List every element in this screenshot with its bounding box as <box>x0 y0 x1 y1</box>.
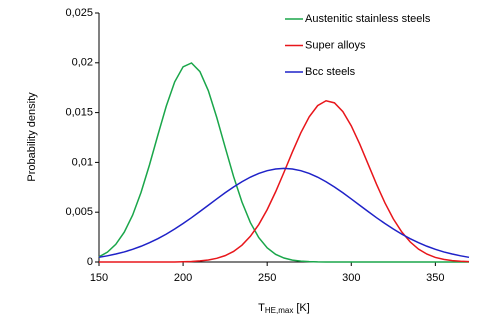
y-tick-label: 0,005 <box>65 206 93 218</box>
y-axis-label: Probability density <box>26 92 38 182</box>
x-label-sub: HE,max <box>265 306 293 315</box>
x-tick-label: 300 <box>342 272 360 284</box>
series-line <box>98 62 469 263</box>
y-tick-label: 0,02 <box>72 57 93 69</box>
series-line <box>99 99 470 263</box>
x-axis-label: THE,max [K] <box>258 302 310 315</box>
legend-label: Austenitic stainless steels <box>305 13 431 25</box>
x-label-main: T <box>258 302 265 314</box>
x-tick-label: 250 <box>258 272 276 284</box>
legend-label: Super alloys <box>305 39 366 51</box>
x-label-unit: [K] <box>296 302 309 314</box>
series-line <box>98 167 470 259</box>
y-tick-label: 0,025 <box>65 7 93 19</box>
legend-label: Bcc steels <box>305 66 356 78</box>
y-tick-label: 0,01 <box>72 156 93 168</box>
x-tick-label: 150 <box>90 272 108 284</box>
y-tick-label: 0 <box>87 256 93 268</box>
x-tick-label: 350 <box>426 272 444 284</box>
x-tick-label: 200 <box>174 272 192 284</box>
y-tick-label: 0,015 <box>65 107 93 119</box>
